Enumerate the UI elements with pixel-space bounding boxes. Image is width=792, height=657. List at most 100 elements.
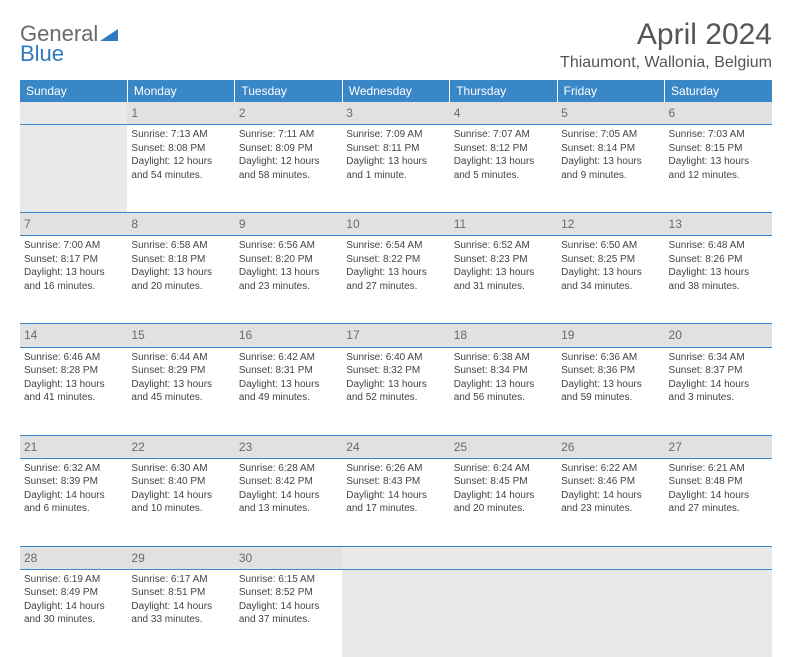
- day-number-cell: 19: [557, 324, 664, 347]
- day-number: 16: [239, 325, 338, 345]
- daylight-line: Daylight: 14 hours and 20 minutes.: [454, 489, 553, 516]
- daylight-line: Daylight: 14 hours and 37 minutes.: [239, 600, 338, 627]
- location-subtitle: Thiaumont, Wallonia, Belgium: [560, 54, 772, 72]
- day-cell: Sunrise: 6:48 AMSunset: 8:26 PMDaylight:…: [665, 236, 772, 324]
- sunset-line: Sunset: 8:17 PM: [24, 253, 123, 267]
- day-cell: Sunrise: 6:38 AMSunset: 8:34 PMDaylight:…: [450, 347, 557, 435]
- day-cell: Sunrise: 6:54 AMSunset: 8:22 PMDaylight:…: [342, 236, 449, 324]
- day-number-cell: 10: [342, 213, 449, 236]
- day-number: 30: [239, 548, 338, 568]
- daylight-line: Daylight: 13 hours and 56 minutes.: [454, 378, 553, 405]
- sunset-line: Sunset: 8:28 PM: [24, 364, 123, 378]
- day-number-cell: 8: [127, 213, 234, 236]
- day-number: 20: [669, 325, 768, 345]
- daylight-line: Daylight: 13 hours and 5 minutes.: [454, 155, 553, 182]
- calendar-table: SundayMondayTuesdayWednesdayThursdayFrid…: [20, 80, 772, 657]
- sunset-line: Sunset: 8:46 PM: [561, 475, 660, 489]
- day-cell: Sunrise: 6:32 AMSunset: 8:39 PMDaylight:…: [20, 458, 127, 546]
- day-cell: Sunrise: 6:50 AMSunset: 8:25 PMDaylight:…: [557, 236, 664, 324]
- daylight-line: Daylight: 13 hours and 45 minutes.: [131, 378, 230, 405]
- day-number-cell: 23: [235, 435, 342, 458]
- day-number-cell: 5: [557, 102, 664, 125]
- day-number-cell: 18: [450, 324, 557, 347]
- day-number-cell: 20: [665, 324, 772, 347]
- day-number-cell: 16: [235, 324, 342, 347]
- sunset-line: Sunset: 8:51 PM: [131, 586, 230, 600]
- sunset-line: Sunset: 8:45 PM: [454, 475, 553, 489]
- day-number: 13: [669, 214, 768, 234]
- weekday-header: Monday: [127, 80, 234, 102]
- daylight-line: Daylight: 14 hours and 27 minutes.: [669, 489, 768, 516]
- day-number: 2: [239, 103, 338, 123]
- sunrise-line: Sunrise: 6:56 AM: [239, 239, 338, 253]
- sunset-line: Sunset: 8:31 PM: [239, 364, 338, 378]
- day-number-cell: 12: [557, 213, 664, 236]
- sunset-line: Sunset: 8:40 PM: [131, 475, 230, 489]
- day-cell: Sunrise: 6:26 AMSunset: 8:43 PMDaylight:…: [342, 458, 449, 546]
- day-number-cell: 15: [127, 324, 234, 347]
- daylight-line: Daylight: 14 hours and 30 minutes.: [24, 600, 123, 627]
- day-number-cell: 6: [665, 102, 772, 125]
- day-number-cell: 7: [20, 213, 127, 236]
- day-cell: [557, 569, 664, 657]
- day-number: 27: [669, 437, 768, 457]
- sunrise-line: Sunrise: 6:58 AM: [131, 239, 230, 253]
- daylight-line: Daylight: 14 hours and 33 minutes.: [131, 600, 230, 627]
- daylight-line: Daylight: 13 hours and 59 minutes.: [561, 378, 660, 405]
- day-number: 8: [131, 214, 230, 234]
- sunrise-line: Sunrise: 6:19 AM: [24, 573, 123, 587]
- daylight-line: Daylight: 13 hours and 52 minutes.: [346, 378, 445, 405]
- day-number-cell: 17: [342, 324, 449, 347]
- day-number: 12: [561, 214, 660, 234]
- weekday-header: Tuesday: [235, 80, 342, 102]
- day-cell: Sunrise: 6:42 AMSunset: 8:31 PMDaylight:…: [235, 347, 342, 435]
- day-number: 7: [24, 214, 123, 234]
- day-number-cell: [665, 546, 772, 569]
- daylight-line: Daylight: 13 hours and 34 minutes.: [561, 266, 660, 293]
- day-cell: [20, 125, 127, 213]
- day-number-row: 14151617181920: [20, 324, 772, 347]
- day-cell: Sunrise: 7:03 AMSunset: 8:15 PMDaylight:…: [665, 125, 772, 213]
- sunset-line: Sunset: 8:25 PM: [561, 253, 660, 267]
- weekday-header: Wednesday: [342, 80, 449, 102]
- sunrise-line: Sunrise: 6:32 AM: [24, 462, 123, 476]
- day-cell: Sunrise: 7:05 AMSunset: 8:14 PMDaylight:…: [557, 125, 664, 213]
- day-number: 1: [131, 103, 230, 123]
- daylight-line: Daylight: 13 hours and 16 minutes.: [24, 266, 123, 293]
- day-cell: Sunrise: 6:28 AMSunset: 8:42 PMDaylight:…: [235, 458, 342, 546]
- day-cell: [342, 569, 449, 657]
- day-cell: Sunrise: 6:30 AMSunset: 8:40 PMDaylight:…: [127, 458, 234, 546]
- day-cell: Sunrise: 6:36 AMSunset: 8:36 PMDaylight:…: [557, 347, 664, 435]
- daylight-line: Daylight: 13 hours and 9 minutes.: [561, 155, 660, 182]
- day-number-row: 282930: [20, 546, 772, 569]
- day-number-cell: 11: [450, 213, 557, 236]
- daylight-line: Daylight: 14 hours and 17 minutes.: [346, 489, 445, 516]
- day-number: 29: [131, 548, 230, 568]
- sunset-line: Sunset: 8:32 PM: [346, 364, 445, 378]
- sunset-line: Sunset: 8:12 PM: [454, 142, 553, 156]
- day-number: 25: [454, 437, 553, 457]
- day-cell: [450, 569, 557, 657]
- daylight-line: Daylight: 14 hours and 6 minutes.: [24, 489, 123, 516]
- day-number-cell: [342, 546, 449, 569]
- day-number: 4: [454, 103, 553, 123]
- week-row: Sunrise: 6:46 AMSunset: 8:28 PMDaylight:…: [20, 347, 772, 435]
- day-number: 19: [561, 325, 660, 345]
- day-number: 23: [239, 437, 338, 457]
- week-row: Sunrise: 6:19 AMSunset: 8:49 PMDaylight:…: [20, 569, 772, 657]
- day-number: 5: [561, 103, 660, 123]
- sunset-line: Sunset: 8:37 PM: [669, 364, 768, 378]
- daylight-line: Daylight: 13 hours and 27 minutes.: [346, 266, 445, 293]
- daylight-line: Daylight: 14 hours and 13 minutes.: [239, 489, 338, 516]
- calendar-head: SundayMondayTuesdayWednesdayThursdayFrid…: [20, 80, 772, 102]
- logo-text: General Blue: [20, 24, 118, 65]
- day-number-row: 123456: [20, 102, 772, 125]
- day-number: 21: [24, 437, 123, 457]
- sunrise-line: Sunrise: 6:40 AM: [346, 351, 445, 365]
- sunset-line: Sunset: 8:15 PM: [669, 142, 768, 156]
- day-number-cell: 30: [235, 546, 342, 569]
- sunrise-line: Sunrise: 6:21 AM: [669, 462, 768, 476]
- day-number: 22: [131, 437, 230, 457]
- calendar-body: 123456Sunrise: 7:13 AMSunset: 8:08 PMDay…: [20, 102, 772, 657]
- week-row: Sunrise: 7:13 AMSunset: 8:08 PMDaylight:…: [20, 125, 772, 213]
